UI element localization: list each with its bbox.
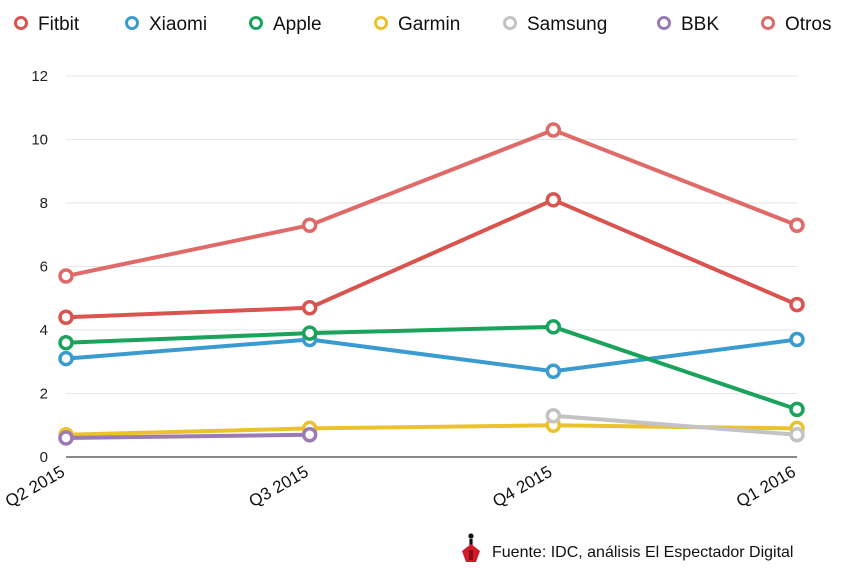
chart-series xyxy=(58,122,805,446)
legend-marker-garmin xyxy=(374,16,388,30)
data-point-apple-q1-2016 xyxy=(789,401,805,418)
data-point-otros-q3-2015 xyxy=(301,217,318,233)
legend-label-garmin: Garmin xyxy=(398,14,460,35)
source-note: Fuente: IDC, análisis El Espectador Digi… xyxy=(462,533,793,562)
legend-item-xiaomi: Xiaomi xyxy=(125,14,207,35)
series-bbk xyxy=(58,427,318,446)
series-fitbit xyxy=(58,192,805,326)
legend-marker-fitbit xyxy=(14,16,28,30)
el-espectador-logo-icon xyxy=(462,533,480,562)
data-point-apple-q2-2015 xyxy=(58,334,74,351)
x-tick-label-q3-2015: Q3 2015 xyxy=(246,462,312,511)
data-point-otros-q1-2016 xyxy=(789,217,805,233)
legend-label-fitbit: Fitbit xyxy=(38,14,80,35)
legend-marker-otros xyxy=(761,16,775,30)
x-tick-label-q1-2016: Q1 2016 xyxy=(733,462,799,511)
y-tick-label-12: 12 xyxy=(31,68,48,85)
legend-marker-bbk xyxy=(657,16,671,30)
data-point-samsung-q1-2016 xyxy=(789,427,805,443)
data-point-xiaomi-q1-2016 xyxy=(789,331,805,348)
data-point-fitbit-q4-2015 xyxy=(545,192,562,208)
y-tick-label-4: 4 xyxy=(40,322,48,339)
data-point-bbk-q3-2015 xyxy=(301,427,318,443)
legend-label-bbk: BBK xyxy=(681,14,719,35)
series-line-fitbit xyxy=(64,197,799,320)
data-point-fitbit-q2-2015 xyxy=(58,309,74,326)
legend-marker-apple xyxy=(249,16,263,30)
legend-marker-xiaomi xyxy=(125,16,139,30)
series-line-xiaomi xyxy=(64,337,799,374)
data-point-apple-q4-2015 xyxy=(545,319,562,335)
data-point-bbk-q2-2015 xyxy=(58,430,74,446)
data-point-fitbit-q3-2015 xyxy=(301,300,318,316)
legend-label-otros: Otros xyxy=(785,14,831,35)
chart-legend: Fitbit Xiaomi Apple Garmin Samsung BBK Otros xyxy=(14,14,831,35)
data-point-xiaomi-q4-2015 xyxy=(545,363,562,380)
x-tick-label-q4-2015: Q4 2015 xyxy=(489,462,555,511)
x-axis: Q2 2015 Q3 2015 Q4 2015 Q1 2016 xyxy=(2,456,799,511)
series-line-bbk xyxy=(64,432,312,440)
legend-label-samsung: Samsung xyxy=(527,14,607,35)
series-line-apple xyxy=(64,324,799,412)
legend-item-apple: Apple xyxy=(249,14,322,35)
legend-label-xiaomi: Xiaomi xyxy=(149,14,207,35)
series-samsung xyxy=(545,407,805,443)
legend-item-bbk: BBK xyxy=(657,14,719,35)
y-tick-label-0: 0 xyxy=(40,449,48,466)
legend-item-garmin: Garmin xyxy=(374,14,460,35)
data-point-xiaomi-q2-2015 xyxy=(58,350,74,367)
data-point-apple-q3-2015 xyxy=(301,325,318,341)
chart-gridlines xyxy=(66,75,797,394)
data-point-fitbit-q1-2016 xyxy=(789,296,805,313)
data-point-samsung-q4-2015 xyxy=(545,407,562,424)
y-tick-label-10: 10 xyxy=(31,132,48,149)
legend-item-fitbit: Fitbit xyxy=(14,14,80,35)
y-axis: 0 2 4 6 8 10 12 xyxy=(31,68,48,466)
x-tick-label-q2-2015: Q2 2015 xyxy=(2,462,68,511)
data-point-otros-q2-2015 xyxy=(58,268,74,284)
data-point-otros-q4-2015 xyxy=(545,122,562,138)
legend-item-otros: Otros xyxy=(761,14,831,35)
y-tick-label-6: 6 xyxy=(40,259,48,276)
series-line-samsung xyxy=(551,413,799,437)
series-line-otros xyxy=(64,127,799,279)
y-tick-label-8: 8 xyxy=(40,195,48,212)
legend-label-apple: Apple xyxy=(273,14,322,35)
source-text: Fuente: IDC, análisis El Espectador Digi… xyxy=(492,544,793,561)
series-apple xyxy=(58,319,805,418)
legend-item-samsung: Samsung xyxy=(503,14,607,35)
legend-marker-samsung xyxy=(503,16,517,30)
series-otros xyxy=(58,122,805,284)
y-tick-label-2: 2 xyxy=(40,386,48,403)
